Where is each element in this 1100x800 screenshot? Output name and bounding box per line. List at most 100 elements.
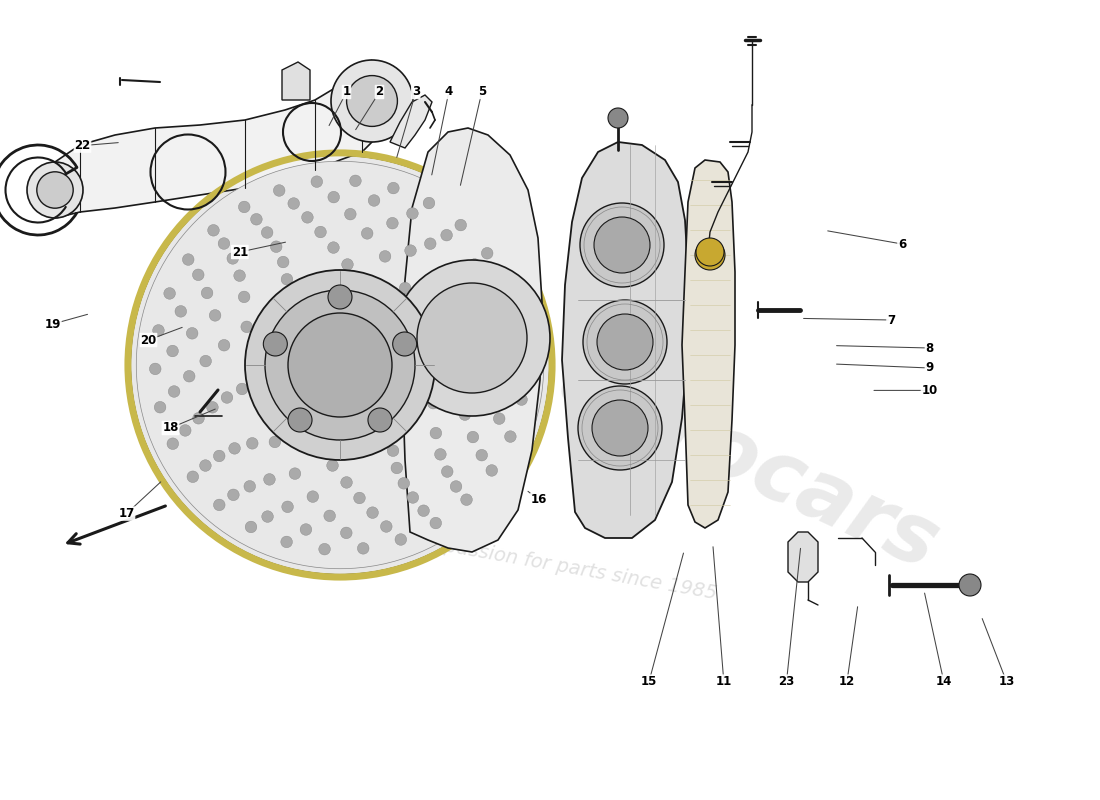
Circle shape [368, 194, 379, 206]
Circle shape [424, 198, 434, 209]
Circle shape [239, 291, 250, 302]
Text: 4: 4 [444, 86, 453, 98]
Text: 16: 16 [531, 494, 547, 506]
Circle shape [422, 281, 433, 293]
Circle shape [500, 333, 512, 344]
Circle shape [578, 386, 662, 470]
Circle shape [241, 321, 253, 333]
Circle shape [461, 494, 472, 506]
Circle shape [514, 317, 526, 329]
Circle shape [221, 392, 233, 403]
Circle shape [417, 283, 527, 393]
Circle shape [344, 208, 356, 220]
Text: 15: 15 [641, 675, 657, 688]
Circle shape [183, 254, 194, 266]
Circle shape [366, 507, 378, 518]
Circle shape [399, 282, 411, 294]
Text: 9: 9 [925, 362, 934, 374]
Circle shape [592, 400, 648, 456]
Circle shape [341, 477, 352, 488]
Circle shape [213, 499, 226, 510]
Polygon shape [282, 62, 310, 100]
Circle shape [450, 379, 462, 390]
Circle shape [394, 260, 550, 416]
Text: a passion for parts since 1985: a passion for parts since 1985 [426, 533, 718, 603]
Circle shape [282, 501, 294, 513]
Circle shape [265, 290, 415, 440]
Circle shape [387, 445, 399, 457]
Circle shape [516, 394, 527, 406]
Circle shape [405, 245, 417, 257]
Circle shape [323, 510, 336, 522]
Circle shape [395, 534, 407, 546]
Circle shape [368, 408, 392, 432]
Circle shape [251, 214, 262, 225]
Circle shape [277, 256, 289, 268]
Circle shape [245, 521, 256, 533]
Circle shape [358, 542, 368, 554]
Circle shape [130, 155, 550, 575]
Circle shape [342, 258, 353, 270]
Circle shape [341, 527, 352, 538]
Circle shape [398, 478, 409, 489]
Circle shape [136, 162, 543, 569]
Circle shape [583, 300, 667, 384]
Text: 19: 19 [45, 318, 60, 330]
Circle shape [262, 510, 274, 522]
Circle shape [488, 294, 501, 306]
Circle shape [213, 450, 226, 462]
Circle shape [245, 270, 434, 460]
Circle shape [184, 370, 195, 382]
Circle shape [228, 489, 239, 501]
Circle shape [328, 191, 340, 203]
Text: 8: 8 [925, 342, 934, 354]
Circle shape [301, 211, 314, 223]
Circle shape [307, 491, 319, 502]
Circle shape [288, 198, 299, 210]
Circle shape [428, 398, 439, 409]
Circle shape [201, 287, 213, 298]
Circle shape [594, 217, 650, 273]
Circle shape [441, 230, 452, 241]
Text: 5: 5 [477, 86, 486, 98]
Circle shape [695, 240, 725, 270]
Circle shape [289, 468, 300, 479]
Circle shape [218, 339, 230, 351]
Circle shape [328, 285, 352, 309]
Circle shape [696, 238, 724, 266]
Text: eurocars: eurocars [544, 341, 952, 587]
Circle shape [271, 241, 282, 253]
Circle shape [192, 413, 205, 424]
Circle shape [208, 225, 219, 236]
Circle shape [441, 466, 453, 478]
Circle shape [407, 492, 419, 503]
Text: 22: 22 [75, 139, 90, 152]
Circle shape [425, 238, 436, 250]
Circle shape [200, 355, 211, 367]
Polygon shape [402, 128, 542, 552]
Text: 7: 7 [887, 314, 895, 326]
Text: 21: 21 [232, 246, 248, 258]
Polygon shape [390, 95, 432, 148]
Circle shape [150, 363, 161, 374]
Circle shape [179, 425, 191, 436]
Circle shape [209, 310, 221, 321]
Circle shape [475, 306, 487, 318]
Circle shape [192, 269, 205, 281]
Circle shape [263, 332, 287, 356]
Circle shape [440, 276, 451, 287]
Circle shape [469, 363, 480, 374]
Circle shape [153, 325, 164, 336]
Circle shape [381, 521, 392, 532]
Circle shape [494, 413, 505, 425]
Circle shape [462, 317, 473, 329]
Polygon shape [682, 160, 735, 528]
Circle shape [262, 226, 273, 238]
Circle shape [300, 524, 311, 535]
Circle shape [244, 481, 255, 492]
Circle shape [393, 332, 417, 356]
Circle shape [350, 175, 361, 186]
Text: 17: 17 [119, 507, 134, 520]
Circle shape [469, 258, 481, 270]
Circle shape [482, 247, 493, 259]
